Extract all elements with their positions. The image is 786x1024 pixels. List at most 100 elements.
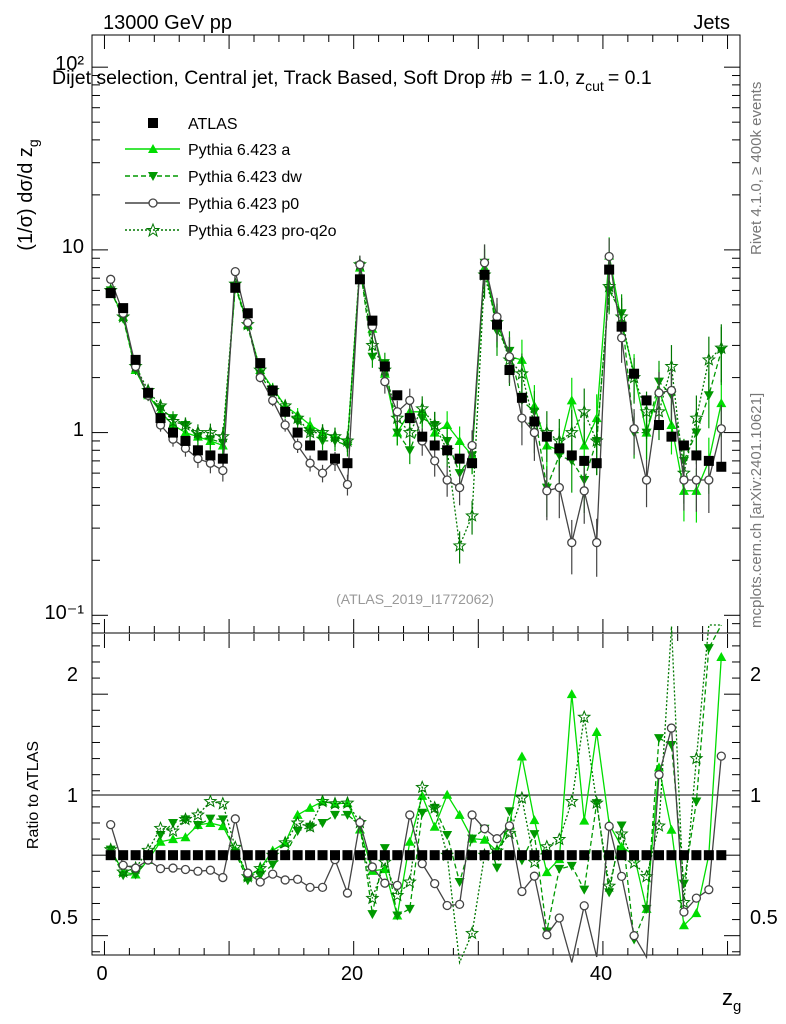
- point-p0: [629, 424, 639, 434]
- point-dw: [392, 428, 403, 438]
- ratio-series: [103, 624, 727, 966]
- ratio-point-pro-q2o: [527, 854, 542, 869]
- legend-marker-dw: [148, 172, 158, 181]
- point-p0: [392, 407, 402, 417]
- legend-label-p0: Pythia 6.423 p0: [188, 196, 299, 213]
- point-p0: [641, 475, 652, 485]
- ratio-point-pro-q2o: [390, 888, 405, 902]
- ratio-point-p0: [492, 834, 502, 844]
- selection-params: = 1.0, z: [521, 67, 586, 89]
- point-atlas: [529, 416, 540, 427]
- ratio-point-p0: [629, 931, 639, 941]
- point-pro-q2o: [328, 429, 342, 443]
- point-p0: [704, 475, 714, 485]
- legend-item-a: Pythia 6.423 a: [125, 142, 290, 159]
- point-atlas: [541, 431, 552, 442]
- point-p0: [355, 260, 365, 270]
- ratio-point-a: [691, 908, 702, 918]
- ratio-point-pro-q2o: [328, 796, 342, 810]
- point-p0: [542, 486, 552, 496]
- legend-marker-pro-q2o: [145, 222, 161, 238]
- ratio-point-pro-q2o: [402, 874, 417, 889]
- point-p0: [292, 440, 303, 451]
- ratio-point-p0: [130, 863, 141, 873]
- ratio-point-dw: [529, 830, 540, 840]
- x-axis-label: zg: [722, 985, 741, 1015]
- point-atlas: [367, 315, 378, 326]
- ratio-tick-label-1: 1: [67, 785, 78, 807]
- ratio-point-pro-q2o: [190, 807, 205, 821]
- point-atlas: [292, 427, 303, 438]
- ratio-point-p0: [230, 814, 240, 824]
- ratio-point-pro-q2o: [153, 820, 168, 835]
- ratio-point-atlas: [591, 850, 602, 861]
- ratio-point-dw: [566, 861, 577, 871]
- ratio-point-dw: [579, 885, 590, 895]
- point-atlas: [242, 308, 253, 319]
- ratio-point-p0: [180, 864, 191, 875]
- ratio-point-atlas: [666, 850, 677, 861]
- point-p0: [554, 482, 564, 493]
- ratio-point-p0: [504, 821, 515, 831]
- ratio-tick-label-right-0: 0.5: [750, 907, 778, 929]
- ratio-point-dw: [504, 807, 515, 817]
- point-pro-q2o: [166, 414, 180, 428]
- ratio-point-atlas: [342, 850, 353, 861]
- ratio-point-dw: [342, 810, 353, 820]
- ratio-point-pro-q2o: [290, 815, 305, 829]
- point-pro-q2o: [303, 425, 318, 439]
- ratio-point-a: [579, 815, 590, 825]
- ratio-point-atlas: [529, 850, 540, 861]
- point-a: [442, 420, 453, 430]
- point-atlas: [130, 354, 141, 365]
- point-p0: [454, 482, 465, 493]
- ratio-point-pro-q2o: [564, 794, 579, 808]
- ratio-point-p0: [118, 860, 128, 870]
- point-pro-q2o: [215, 429, 230, 443]
- ratio-point-atlas: [442, 850, 453, 861]
- ratio-point-p0: [542, 930, 552, 940]
- series-a: [105, 237, 727, 523]
- ratio-point-pro-q2o: [116, 864, 131, 878]
- ratio-point-p0: [205, 865, 216, 875]
- ratio-point-atlas: [168, 850, 178, 861]
- ratio-series-p0: [106, 723, 726, 963]
- ratio-point-a: [529, 815, 540, 825]
- ratio-point-a: [429, 821, 440, 831]
- ratio-point-a: [305, 802, 316, 812]
- point-atlas: [691, 450, 702, 461]
- selection-text: Dijet selection, Central jet, Track Base…: [52, 67, 513, 89]
- point-pro-q2o: [701, 352, 716, 366]
- ratio-point-atlas: [716, 850, 727, 861]
- point-pro-q2o: [178, 417, 193, 432]
- ratio-point-pro-q2o: [215, 796, 230, 810]
- ratio-point-atlas: [579, 850, 590, 861]
- point-atlas: [604, 264, 615, 275]
- ratio-point-atlas: [417, 850, 428, 861]
- point-p0: [716, 424, 726, 434]
- ratio-point-p0: [454, 899, 465, 910]
- point-p0: [430, 456, 440, 466]
- axis-ticks: [92, 35, 740, 955]
- legend-label-atlas: ATLAS: [188, 116, 238, 133]
- point-atlas: [654, 420, 664, 431]
- x-tick-label-2: 40: [590, 963, 612, 985]
- ratio-line-pro-q2o: [110, 624, 722, 966]
- point-atlas: [267, 385, 278, 396]
- point-atlas: [616, 321, 627, 332]
- point-p0: [255, 372, 265, 383]
- ratio-point-p0: [529, 871, 540, 881]
- ratio-tick-label-right-2: 2: [750, 664, 761, 686]
- energy-label: 13000 GeV pp: [103, 12, 232, 34]
- ratio-point-p0: [367, 862, 378, 872]
- point-pro-q2o: [153, 398, 168, 412]
- legend-marker-p0: [148, 198, 158, 208]
- ratio-point-p0: [716, 751, 726, 761]
- main-series: [103, 237, 729, 577]
- ratio-point-atlas: [205, 850, 216, 861]
- point-atlas: [205, 450, 216, 461]
- ratio-point-dw: [404, 904, 415, 914]
- point-pro-q2o: [577, 404, 592, 418]
- point-p0: [280, 420, 290, 430]
